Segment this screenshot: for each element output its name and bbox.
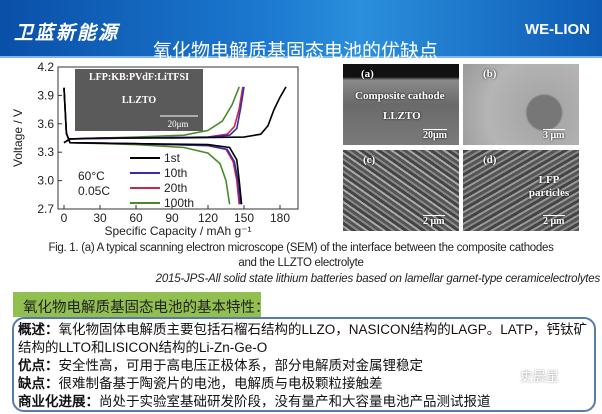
item-text: 安全性高，可用于高电压正极体系，部分电解质对金属锂稳定: [58, 358, 424, 373]
panel-text: LFP particles: [528, 174, 570, 199]
scale-bar: 2 μm: [543, 215, 565, 227]
series-1st-discharge-line: [63, 87, 243, 205]
scale-bar: 2 μm: [423, 215, 445, 227]
item-label: 缺点：: [18, 376, 59, 391]
scale-bar: 20μm: [423, 129, 447, 141]
item-label: 优点：: [18, 358, 59, 373]
legend-label: 1st: [164, 151, 181, 165]
slide-title: 氧化物电解质基固态电池的优缺点: [153, 41, 439, 62]
disadvantages-item: 缺点：很难制备基于陶瓷片的电池，电解质与电极颗粒接触差: [18, 375, 590, 393]
commercial-progress-item: 商业化进展：尚处于实验室基础研发阶段，没有量产和大容量电池产品测试报道: [18, 393, 590, 411]
x-tick-label: 30: [93, 211, 107, 225]
inset-scale-label: 20μm: [168, 119, 189, 129]
x-axis-label: Specific Capacity / mAh g⁻¹: [104, 224, 251, 238]
properties-box: 概述：氧化物固体电解质主要包括石榴石结构的LLZO，NASICON结构的LAGP…: [12, 317, 596, 412]
y-tick-label: 2.7: [37, 202, 54, 216]
panel-label: (d): [483, 154, 497, 166]
sem-images: (a) Composite cathode LLZTO 20μm (b) 3 μ…: [343, 64, 581, 232]
y-tick-label: 4.2: [37, 60, 54, 74]
slide-header: 卫蓝新能源 WE-LION 氧化物电解质基固态电池的优缺点: [0, 0, 602, 62]
figure-caption: and the LLZTO electrolyte: [238, 257, 364, 269]
reference: 2015-JPS-All solid state lithium batteri…: [155, 273, 601, 285]
x-tick-label: 180: [270, 211, 290, 225]
item-text: 氧化物固体电解质主要包括石榴石结构的LLZO，NASICON结构的LAGP。LA…: [18, 322, 588, 355]
panel-label: (a): [361, 68, 374, 80]
figure-caption: Fig. 1. (a) A typical scanning electron …: [48, 242, 554, 254]
advantages-item: 优点：安全性高，可用于高电压正极体系，部分电解质对金属锂稳定: [18, 357, 590, 375]
item-label: 商业化进展：: [18, 394, 99, 409]
section-heading: 氧化物电解质基固态电池的基本特性：: [13, 292, 270, 317]
sem-panel-b: (b) 3 μm: [463, 64, 579, 145]
panel-text: LLZTO: [383, 110, 421, 122]
we-lion-logo: WE-LION: [525, 21, 590, 38]
x-tick-label: 120: [198, 211, 218, 225]
panel-label: (c): [363, 154, 376, 166]
y-tick-label: 3.0: [37, 174, 54, 188]
y-tick-label: 3.6: [37, 117, 54, 131]
series-1st-charge-line: [63, 86, 287, 144]
x-tick-label: 60: [129, 211, 143, 225]
x-tick-label: 0: [61, 211, 68, 225]
inset-sem-image: [75, 69, 203, 131]
x-tick-label: 90: [165, 211, 179, 225]
item-text: 尚处于实验室基础研发阶段，没有量产和大容量电池产品测试报道: [99, 394, 491, 409]
overview-item: 概述：氧化物固体电解质主要包括石榴石结构的LLZO，NASICON结构的LAGP…: [18, 321, 590, 357]
watermark: 史晨星: [520, 369, 560, 384]
y-tick-label: 3.9: [37, 88, 54, 102]
inset-sublabel: LLZTO: [122, 95, 156, 106]
inset-label: LFP:KB:PVdF:LiTFSI: [89, 72, 189, 83]
sem-panel-d: (d) LFP particles 2 μm: [463, 150, 579, 231]
condition-annotation: 60°C: [78, 169, 105, 183]
sem-panel-a: (a) Composite cathode LLZTO 20μm: [343, 64, 459, 145]
scale-bar: 3 μm: [543, 129, 565, 141]
y-tick-label: 3.3: [37, 145, 54, 159]
item-text: 很难制备基于陶瓷片的电池，电解质与电极颗粒接触差: [58, 376, 383, 391]
panel-text: Composite cathode: [355, 90, 445, 102]
brand-logo: 卫蓝新能源: [14, 22, 120, 44]
condition-annotation: 0.05C: [78, 184, 110, 198]
item-label: 概述：: [18, 322, 59, 337]
legend-label: 100th: [164, 196, 194, 210]
sem-panel-c: (c) 2 μm: [343, 150, 459, 231]
y-axis-label: Voltage / V: [11, 109, 25, 167]
legend-label: 10th: [164, 166, 187, 180]
voltage-capacity-chart: LFP:KB:PVdF:LiTFSI LLZTO 20μm 0 30 60 90 120 150…: [11, 60, 299, 238]
x-tick-label: 150: [234, 211, 254, 225]
panel-label: (b): [483, 68, 497, 80]
legend-label: 20th: [164, 181, 187, 195]
